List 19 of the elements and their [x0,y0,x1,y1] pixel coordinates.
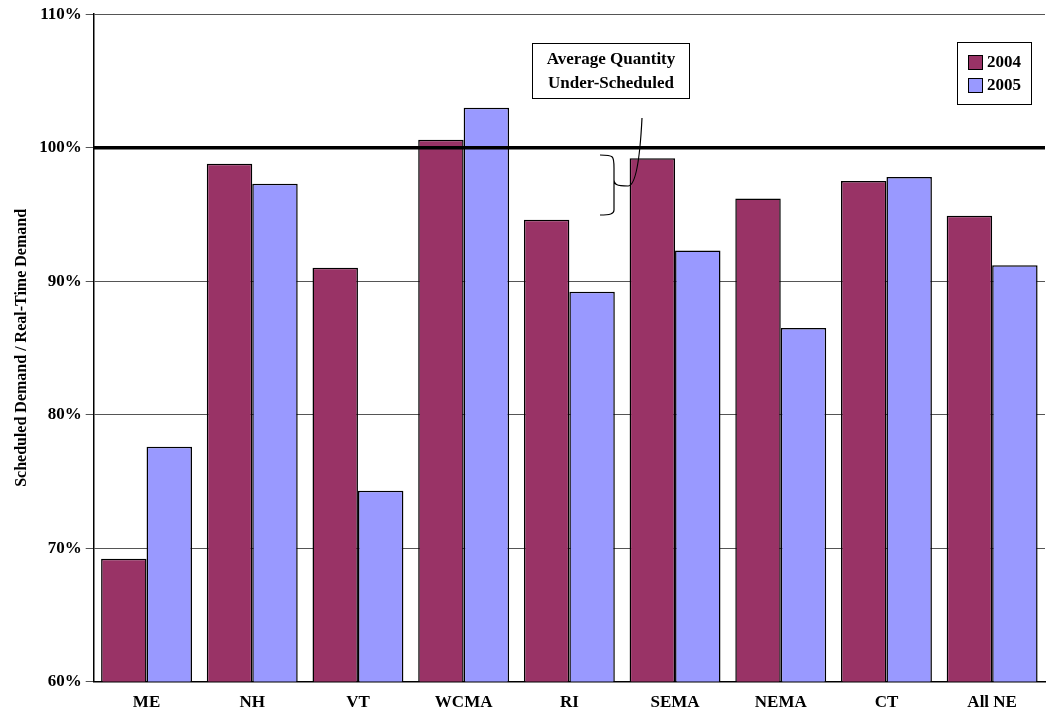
y-tick-label: 90% [47,270,82,290]
y-tick-label: 80% [47,404,82,424]
legend-label: 2005 [987,75,1021,96]
x-tick-label: WCMA [434,692,494,712]
x-tick-label: ME [132,692,161,712]
y-tick-label: 100% [39,137,82,157]
x-tick-label: NEMA [754,692,808,712]
x-tick-label: NH [239,692,265,712]
y-axis-title: Scheduled Demand / Real-Time Demand [11,208,29,487]
y-tick-label: 60% [47,670,82,690]
x-tick-label: All NE [967,692,1017,712]
annotation: Average Quantity Under-Scheduled [532,43,690,99]
x-tick-label: CT [874,692,899,712]
x-tick-label: SEMA [650,692,701,712]
x-tick-label: RI [559,692,580,712]
x-tick-label: VT [346,692,371,712]
legend-label: 2004 [987,52,1021,73]
y-tick-label: 70% [47,537,82,557]
y-tick-label: 110% [40,3,82,23]
